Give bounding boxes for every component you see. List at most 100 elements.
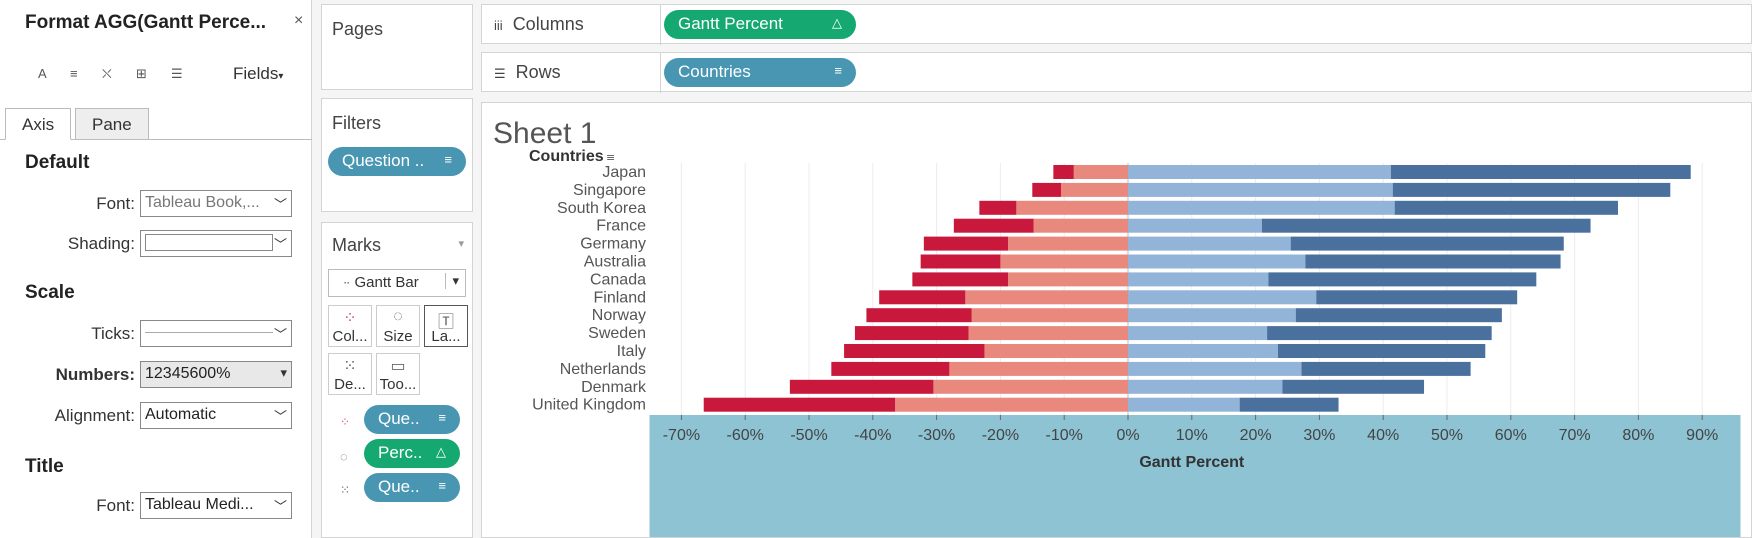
- marks-pill-color-question[interactable]: Que.. ≡: [364, 405, 460, 434]
- shading-swatch: [145, 234, 273, 251]
- tab-axis[interactable]: Axis: [5, 108, 72, 140]
- marks-pill-label: Perc..: [378, 443, 423, 462]
- rows-label: ☰ Rows: [494, 62, 561, 83]
- bar-segment: [1277, 344, 1486, 358]
- x-tick-label: 80%: [1622, 427, 1654, 444]
- font-format-icon[interactable]: A: [38, 66, 47, 81]
- label-button-label: La...: [431, 328, 461, 345]
- borders-format-icon[interactable]: ⊞: [136, 66, 147, 81]
- country-label: Denmark: [581, 379, 647, 396]
- tooltip-button[interactable]: ▭ Too...: [376, 353, 420, 395]
- color-icon: ⁘: [340, 415, 351, 429]
- sort-icon: ≡: [438, 410, 446, 425]
- x-axis-title: Gantt Percent: [1139, 454, 1245, 471]
- filter-pill-question[interactable]: Question .. ≡: [328, 147, 466, 176]
- sort-icon: ≡: [438, 478, 446, 493]
- bar-segment: [933, 379, 1128, 394]
- sheet-title[interactable]: Sheet 1: [493, 117, 597, 150]
- sort-icon: ≡: [834, 63, 842, 78]
- lines-format-icon[interactable]: ☰: [171, 66, 183, 81]
- rows-shelf[interactable]: ☰ Rows Countries ≡: [481, 52, 1752, 93]
- country-label: Germany: [580, 236, 646, 253]
- bar-segment: [895, 397, 1128, 412]
- x-tick-label: 0%: [1116, 427, 1139, 444]
- alignment-select[interactable]: Automatic ﹀: [140, 402, 292, 429]
- delta-icon: △: [436, 444, 446, 459]
- country-label: Japan: [602, 164, 646, 181]
- font-label: Font:: [96, 194, 135, 213]
- x-tick-label: -40%: [854, 427, 891, 444]
- bar-segment: [1032, 182, 1062, 197]
- ticks-select[interactable]: ﹀: [140, 320, 292, 347]
- x-tick-label: 60%: [1495, 427, 1527, 444]
- color-button[interactable]: ⁘ Col...: [328, 305, 372, 347]
- bar-segment: [1239, 397, 1339, 412]
- size-button[interactable]: ◌ Size: [376, 305, 420, 347]
- bar-segment: [1128, 290, 1317, 305]
- bar-segment: [1128, 397, 1240, 412]
- detail-icon: ⁙: [340, 483, 351, 497]
- chevron-down-icon: ﹀: [273, 499, 287, 514]
- rows-label-text: Rows: [515, 62, 561, 82]
- filters-title: Filters: [332, 113, 381, 133]
- bar-segment: [1316, 290, 1518, 305]
- country-label: Italy: [617, 343, 646, 360]
- filter-pill-label: Question ..: [342, 151, 425, 170]
- x-tick-label: -70%: [663, 427, 700, 444]
- mark-type-select[interactable]: ⠒ Gantt Bar ▾: [328, 269, 466, 297]
- bar-segment: [1128, 200, 1395, 215]
- country-label: Australia: [584, 254, 646, 271]
- bar-segment: [1128, 326, 1268, 341]
- columns-pill-gantt-percent[interactable]: Gantt Percent △: [664, 10, 856, 39]
- country-label: Netherlands: [560, 361, 646, 378]
- row-header-countries: Countries: [529, 148, 604, 165]
- shading-label: Shading:: [67, 234, 135, 253]
- marks-pill-detail-question[interactable]: Que.. ≡: [364, 473, 460, 502]
- caret-down-icon[interactable]: ▾: [458, 238, 464, 250]
- x-tick-label: 20%: [1240, 427, 1272, 444]
- country-label: South Korea: [557, 200, 646, 217]
- bar-segment: [923, 236, 1009, 251]
- size-icon: ◌: [393, 308, 403, 325]
- label-button[interactable]: 🅃 La...: [424, 305, 468, 347]
- label-icon: 🅃: [437, 314, 454, 331]
- numbers-select[interactable]: 12345600% ▾: [140, 361, 292, 388]
- x-axis-band: [649, 415, 1741, 537]
- size-button-label: Size: [383, 328, 413, 345]
- delta-icon: △: [832, 15, 842, 30]
- bar-segment: [1301, 361, 1471, 376]
- bar-segment: [1073, 165, 1128, 179]
- bar-segment: [965, 290, 1128, 305]
- caret-down-icon: ▾: [278, 71, 284, 82]
- bar-segment: [1128, 272, 1269, 287]
- fields-label: Fields: [233, 64, 279, 83]
- shelf-divider: [660, 5, 661, 45]
- title-font-select[interactable]: Tableau Medi... ﹀: [140, 492, 292, 519]
- filters-shelf[interactable]: Filters Question .. ≡: [321, 98, 473, 212]
- marks-pill-label: Que..: [378, 477, 420, 496]
- tab-pane[interactable]: Pane: [75, 108, 149, 140]
- gantt-bar-icon: ⠒: [343, 279, 351, 290]
- bar-segment: [1392, 182, 1671, 197]
- shading-format-icon[interactable]: ⛌: [102, 66, 112, 81]
- bar-segment: [854, 326, 969, 341]
- detail-button[interactable]: ⁙ De...: [328, 353, 372, 395]
- bar-segment: [703, 397, 896, 412]
- marks-pill-size-percent[interactable]: Perc.. △: [364, 439, 460, 468]
- font-value: Tableau Book,...: [145, 194, 260, 211]
- bar-segment: [912, 272, 1009, 287]
- bar-segment: [1000, 254, 1128, 269]
- bar-segment: [1394, 200, 1618, 215]
- bar-segment: [968, 326, 1128, 341]
- close-icon[interactable]: ×: [294, 12, 304, 29]
- rows-pill-countries[interactable]: Countries ≡: [664, 58, 856, 87]
- x-tick-label: 40%: [1367, 427, 1399, 444]
- tooltip-button-label: Too...: [379, 376, 417, 393]
- bar-segment: [1268, 272, 1537, 287]
- shading-select[interactable]: ﹀: [140, 230, 292, 257]
- columns-shelf[interactable]: iii Columns Gantt Percent △: [481, 4, 1752, 45]
- alignment-format-icon[interactable]: ≡: [70, 66, 78, 81]
- pages-shelf[interactable]: Pages: [321, 4, 473, 90]
- font-select[interactable]: Tableau Book,... ﹀: [140, 190, 292, 217]
- fields-dropdown[interactable]: Fields▾: [233, 64, 283, 84]
